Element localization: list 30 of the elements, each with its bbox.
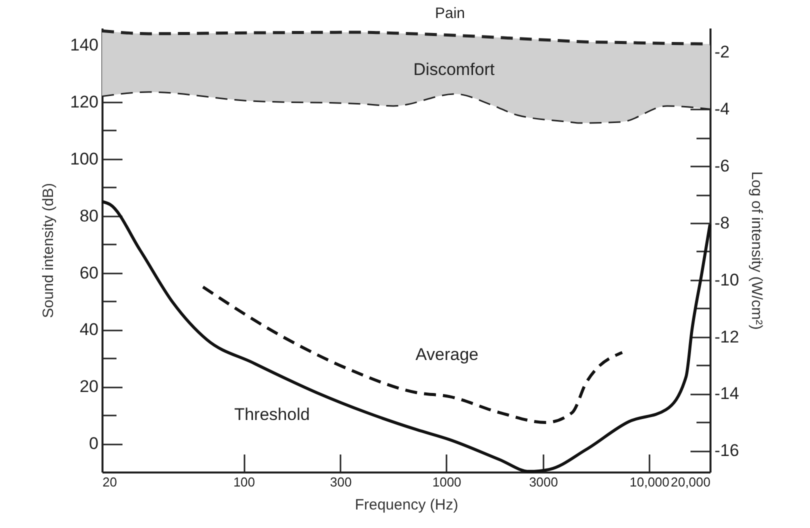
- x-axis-title: Frequency (Hz): [354, 496, 458, 514]
- y-axis-title: Sound intensity (dB): [40, 182, 58, 318]
- y-tick-label: 140: [70, 36, 98, 55]
- y-tick-label: 40: [80, 320, 98, 340]
- y2-tick-label: -8: [714, 213, 730, 232]
- y-tick-label: 80: [80, 206, 98, 226]
- y2-tick-label: -12: [714, 327, 740, 346]
- y2-tick-label: -10: [714, 270, 740, 290]
- y2-tick-label: -6: [714, 156, 730, 176]
- x-tick-label: 100: [233, 474, 256, 490]
- y2-axis-title: Log of intensity (W/cm²): [748, 171, 766, 330]
- y-tick-label: 60: [80, 263, 98, 282]
- y2-tick-label: -16: [714, 441, 740, 460]
- y-tick-label: 120: [70, 92, 98, 112]
- y2-tick-label: -2: [714, 42, 730, 62]
- annotation: Threshold: [234, 405, 310, 424]
- x-tick-label: 1000: [432, 474, 462, 490]
- y2-tick-label: -4: [714, 100, 730, 119]
- annotation: Discomfort: [413, 60, 495, 79]
- y-tick-label: 20: [80, 377, 98, 396]
- annotation: Average: [415, 345, 479, 364]
- y-tick-label: 100: [70, 149, 98, 168]
- x-tick-label: 10,000: [630, 474, 670, 490]
- y-tick-label: 0: [89, 434, 98, 454]
- text: Pain: [434, 5, 466, 22]
- x-tick-label: 20: [102, 474, 117, 490]
- y2-tick-label: -14: [714, 384, 740, 404]
- x-tick-label: 3000: [529, 474, 558, 490]
- x-tick-label: 20,000: [670, 474, 710, 490]
- x-tick-label: 300: [330, 474, 352, 490]
